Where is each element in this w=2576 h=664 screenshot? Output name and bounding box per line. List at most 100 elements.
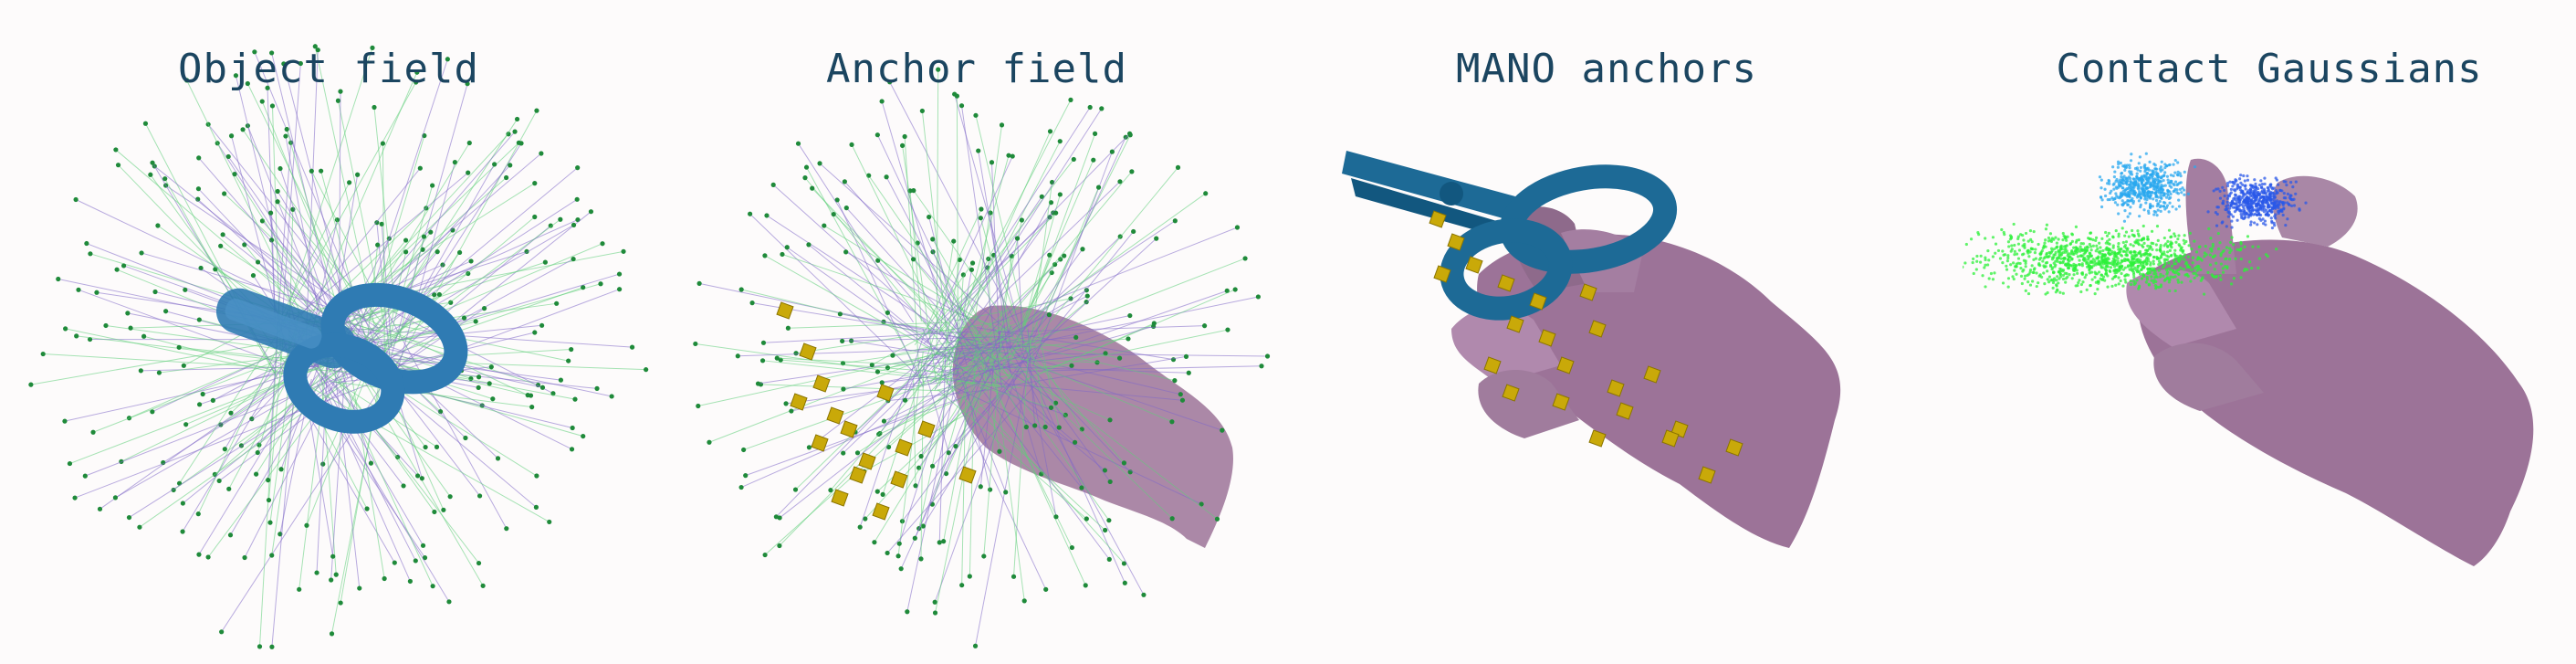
- gaussian-sample: [2100, 273, 2104, 277]
- gaussian-sample: [2260, 190, 2264, 195]
- field-ray: [884, 347, 1037, 422]
- field-ray: [979, 360, 995, 487]
- field-point: [979, 206, 984, 212]
- field-point: [1259, 364, 1264, 369]
- gaussian-sample: [2142, 274, 2146, 279]
- field-point: [466, 140, 472, 146]
- field-point: [227, 532, 234, 538]
- gaussian-sample: [2055, 246, 2058, 249]
- gaussian-sample: [2244, 213, 2247, 216]
- gaussian-sample: [1974, 268, 1978, 271]
- gaussian-sample: [2125, 163, 2130, 167]
- field-ray: [948, 349, 1007, 493]
- field-point: [774, 355, 780, 361]
- gaussian-sample: [2099, 277, 2102, 280]
- gaussian-sample: [2056, 256, 2059, 260]
- field-point: [216, 478, 222, 484]
- field-ray: [913, 190, 1032, 358]
- field-point: [932, 599, 937, 605]
- gaussian-sample: [2143, 163, 2147, 167]
- gaussian-sample: [2242, 174, 2246, 178]
- field-point: [420, 543, 426, 548]
- anchor-cube: [872, 502, 890, 521]
- anchor-cube: [849, 466, 867, 484]
- gaussian-sample: [2116, 203, 2120, 206]
- field-ray: [304, 343, 411, 582]
- field-point: [220, 232, 225, 237]
- gaussian-sample: [2260, 183, 2265, 186]
- anchor-cube: [1483, 356, 1502, 374]
- gaussian-sample: [2247, 209, 2251, 213]
- gaussian-sample: [2067, 266, 2070, 269]
- field-point: [1047, 129, 1053, 134]
- gaussian-sample: [2136, 184, 2140, 188]
- gaussian-sample: [2117, 235, 2120, 238]
- field-ray: [958, 341, 1075, 443]
- field-ray: [275, 182, 351, 330]
- field-ray: [913, 379, 916, 486]
- field-ray: [832, 214, 979, 353]
- gaussian-sample: [2003, 253, 2007, 257]
- anchor-cube: [1538, 329, 1556, 347]
- gaussian-sample: [2146, 271, 2150, 275]
- field-point: [76, 287, 81, 292]
- field-point: [616, 271, 623, 277]
- field-point: [413, 558, 418, 564]
- gaussian-sample: [2192, 271, 2195, 275]
- field-point: [183, 287, 188, 292]
- gaussian-sample: [2179, 266, 2183, 269]
- gaussian-sample: [2160, 160, 2163, 163]
- mano-anchors-graphic: [1342, 151, 1841, 548]
- field-point: [504, 174, 509, 181]
- field-point: [834, 197, 840, 203]
- field-point: [989, 160, 995, 165]
- gaussian-sample: [2221, 250, 2225, 254]
- gaussian-sample: [2270, 221, 2274, 225]
- field-point: [918, 556, 924, 562]
- gaussian-sample: [2243, 179, 2246, 183]
- gaussian-sample: [2139, 254, 2143, 258]
- gaussian-sample: [2244, 193, 2247, 196]
- gaussian-sample: [1986, 249, 1990, 253]
- field-point: [401, 483, 406, 489]
- field-point: [1057, 192, 1063, 197]
- gaussian-sample: [2246, 190, 2249, 194]
- field-ray: [738, 345, 1036, 357]
- field-point: [1122, 580, 1127, 585]
- gaussian-sample: [2162, 200, 2166, 205]
- field-point: [803, 164, 810, 170]
- gaussian-sample: [2117, 282, 2120, 286]
- gaussian-sample: [2083, 248, 2087, 252]
- gaussian-sample: [2089, 252, 2092, 256]
- gaussian-sample: [2167, 210, 2171, 214]
- gaussian-sample: [2239, 174, 2243, 177]
- gaussian-sample: [2137, 238, 2141, 242]
- gaussian-sample: [2172, 275, 2175, 279]
- gaussian-sample: [2167, 280, 2171, 284]
- field-point: [1049, 269, 1054, 276]
- field-ray: [819, 163, 1014, 337]
- field-point: [195, 186, 202, 192]
- gaussian-sample: [2236, 218, 2239, 222]
- field-point: [1095, 184, 1102, 190]
- field-ray: [885, 176, 965, 326]
- gaussian-sample: [2146, 209, 2151, 213]
- gaussian-sample: [2078, 263, 2081, 267]
- field-point: [414, 473, 421, 479]
- gaussian-sample: [2149, 261, 2152, 265]
- gaussian-sample: [2028, 283, 2033, 287]
- field-point: [1126, 336, 1131, 342]
- gaussian-sample: [2177, 234, 2181, 237]
- gaussian-sample: [2257, 216, 2261, 221]
- gaussian-sample: [2111, 244, 2115, 248]
- field-ray: [389, 83, 468, 361]
- gaussian-sample: [2287, 202, 2290, 206]
- gaussian-sample: [2132, 253, 2136, 258]
- gaussian-sample: [2221, 202, 2225, 206]
- field-point: [218, 243, 224, 248]
- gaussian-sample: [2266, 189, 2270, 193]
- gaussian-sample: [2113, 262, 2118, 266]
- gaussian-sample: [2165, 174, 2170, 178]
- field-point: [1121, 460, 1127, 466]
- gaussian-sample: [2112, 182, 2116, 185]
